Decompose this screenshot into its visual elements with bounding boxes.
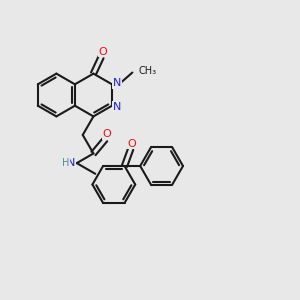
- Text: CH₃: CH₃: [139, 66, 157, 76]
- Text: O: O: [103, 129, 111, 139]
- Text: O: O: [128, 139, 136, 148]
- Text: N: N: [113, 102, 122, 112]
- Text: H: H: [62, 158, 69, 167]
- Text: N: N: [113, 78, 122, 88]
- Text: O: O: [98, 47, 107, 57]
- Text: N: N: [67, 158, 76, 167]
